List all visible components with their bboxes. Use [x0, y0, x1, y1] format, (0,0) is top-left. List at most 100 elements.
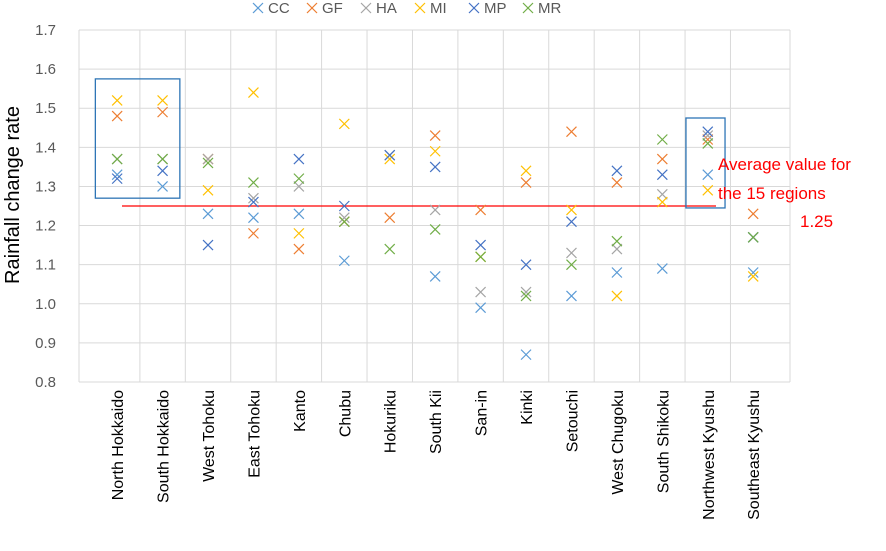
data-point-mp [111, 173, 123, 185]
annotation-line-2: the 15 regions [718, 184, 826, 203]
x-category-label: South Shikoku [655, 390, 672, 493]
data-point-mr [702, 137, 714, 149]
data-point-cc [202, 208, 214, 220]
data-point-mi [747, 270, 759, 282]
data-point-gf [157, 106, 169, 118]
data-point-gf [475, 204, 487, 216]
data-point-ha [202, 153, 214, 165]
x-category-label: Southeast Kyushu [746, 390, 763, 520]
data-point-mi [702, 184, 714, 196]
x-category-label: West Chugoku [610, 390, 627, 495]
annotation-line-1: Average value for [718, 155, 851, 174]
data-point-mp [157, 165, 169, 177]
x-category-label: South Hokkaido [156, 390, 173, 503]
legend-item-mi: MI [414, 0, 447, 17]
data-point-gf [611, 177, 623, 188]
highlight-box [94, 78, 181, 199]
data-point-mi [429, 145, 441, 157]
data-point-mp [566, 216, 577, 228]
legend-item-cc: CC [252, 0, 290, 17]
x-category-label: Setouchi [564, 390, 581, 452]
data-point-cc [656, 263, 668, 275]
data-point-mp [338, 200, 350, 212]
data-point-mi [293, 227, 305, 239]
data-point-mr [656, 134, 668, 145]
data-point-gf [293, 243, 305, 255]
legend-item-mp: MP [468, 0, 507, 17]
y-axis-ticks: 0.8 0.9 1.0 1.1 1.2 1.3 1.4 1.5 1.6 1.7 [35, 22, 56, 391]
data-point-mr [566, 259, 577, 271]
x-category-label: Kinki [519, 390, 536, 425]
average-annotation: Average value for the 15 regions 1.25 [718, 155, 851, 231]
x-category-label: Northwest Kyushu [701, 390, 718, 520]
y-tick-label: 1.0 [35, 296, 56, 313]
data-point-ha [611, 243, 623, 255]
data-point-gf [747, 208, 759, 220]
data-point-gf [520, 177, 532, 188]
data-point-cc [611, 267, 623, 278]
data-point-mi [656, 196, 668, 208]
legend-label: HA [376, 0, 397, 17]
data-point-mi [520, 165, 532, 177]
data-point-cc [293, 208, 305, 220]
legend-label: CC [268, 0, 290, 17]
data-point-ha [338, 212, 350, 224]
y-tick-label: 1.6 [35, 61, 56, 78]
data-point-mi [248, 87, 259, 99]
x-axis-categories: North Hokkaido South Hokkaido West Tohoku E… [110, 390, 763, 520]
data-point-cc [157, 181, 169, 192]
data-point-gf [111, 110, 123, 122]
y-tick-label: 1.2 [35, 218, 56, 235]
data-point-mi [384, 153, 396, 165]
data-point-ha [656, 188, 668, 200]
data-point-mr [157, 153, 169, 165]
data-points [111, 87, 759, 361]
data-point-mr [338, 216, 350, 228]
x-category-label: North Hokkaido [110, 390, 127, 500]
data-point-gf [248, 227, 259, 239]
data-point-ha [248, 192, 259, 204]
data-point-cc [702, 169, 714, 181]
data-point-mp [293, 153, 305, 165]
data-point-mi [157, 94, 169, 106]
x-category-label: West Tohoku [201, 390, 218, 482]
data-point-cc [520, 349, 532, 361]
data-point-ha [429, 204, 441, 216]
annotation-line-3: 1.25 [800, 212, 833, 231]
legend-label: MR [538, 0, 561, 17]
data-point-mp [429, 161, 441, 173]
x-category-label: Kanto [292, 390, 309, 432]
data-point-cc [566, 290, 577, 302]
data-point-ha [566, 247, 577, 259]
data-point-mp [248, 196, 259, 208]
legend: CC GF HA MI MP MR [252, 0, 561, 17]
data-point-cc [475, 302, 487, 314]
data-point-mi [338, 118, 350, 130]
legend-item-gf: GF [306, 0, 343, 17]
data-point-cc [747, 267, 759, 278]
legend-label: MI [430, 0, 447, 17]
x-category-label: Hokuriku [383, 390, 400, 453]
data-point-mr [475, 251, 487, 263]
data-point-mr [520, 290, 532, 302]
data-point-ha [475, 286, 487, 298]
data-point-cc [111, 169, 123, 181]
data-point-ha [702, 130, 714, 142]
legend-item-ha: HA [360, 0, 397, 17]
data-point-mi [611, 290, 623, 302]
data-point-mp [520, 259, 532, 271]
y-tick-label: 1.5 [35, 100, 56, 117]
data-point-mr [747, 231, 759, 243]
data-point-mp [384, 149, 396, 161]
data-point-cc [429, 270, 441, 282]
x-category-label: Chubu [337, 390, 354, 437]
data-point-ha [293, 181, 305, 192]
data-point-mp [202, 239, 214, 251]
x-category-label: East Tohoku [246, 390, 263, 478]
y-tick-label: 1.3 [35, 178, 56, 195]
data-point-mr [429, 224, 441, 235]
data-point-mi [202, 184, 214, 196]
x-category-label: South Kii [428, 390, 445, 454]
data-point-gf [702, 134, 714, 145]
x-category-label: San-in [474, 390, 491, 436]
